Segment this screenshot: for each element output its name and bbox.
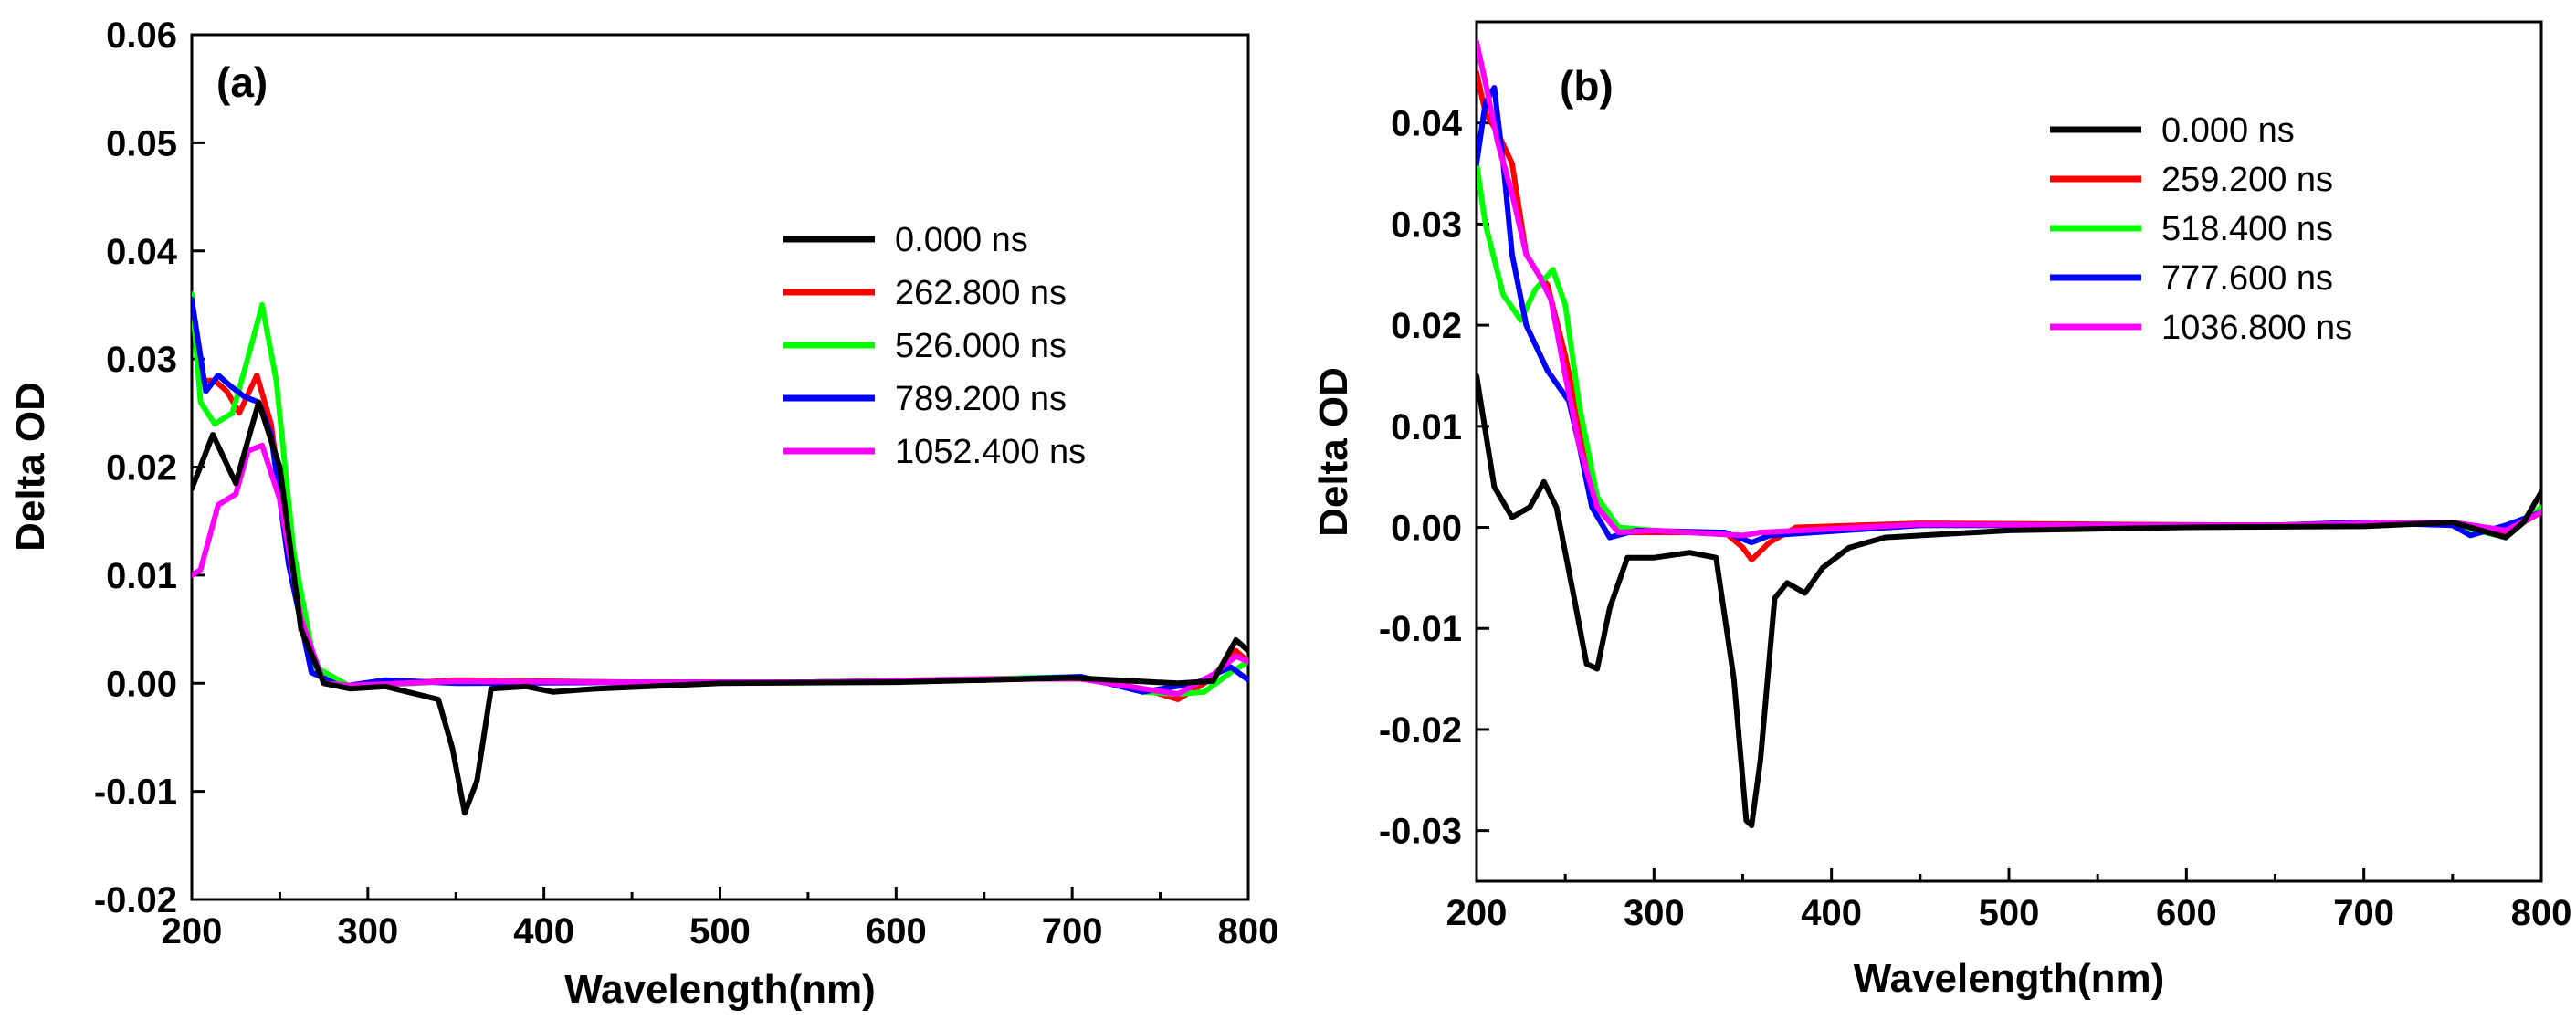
legend-label: 789.200 ns bbox=[895, 380, 1067, 418]
x-tick-label: 300 bbox=[1624, 893, 1685, 933]
y-tick-label: -0.02 bbox=[1379, 710, 1462, 751]
legend-label: 518.400 ns bbox=[2161, 210, 2333, 248]
y-tick-label: 0.00 bbox=[106, 664, 177, 704]
y-tick-label: 0.01 bbox=[106, 556, 177, 596]
panel-label: (a) bbox=[216, 58, 268, 106]
series-line-1 bbox=[1477, 69, 2541, 562]
x-tick-label: 600 bbox=[2156, 893, 2217, 933]
y-tick-label: 0.05 bbox=[106, 123, 177, 163]
x-tick-label: 700 bbox=[1042, 911, 1103, 951]
y-tick-label: 0.02 bbox=[1391, 306, 1462, 346]
y-tick-label: 0.01 bbox=[1391, 407, 1462, 447]
x-tick-label: 300 bbox=[337, 911, 398, 951]
y-tick-label: 0.03 bbox=[1391, 205, 1462, 245]
x-tick-label: 400 bbox=[1801, 893, 1862, 933]
y-tick-label: 0.04 bbox=[1391, 104, 1463, 144]
x-tick-label: 800 bbox=[1218, 911, 1279, 951]
x-tick-label: 400 bbox=[513, 911, 574, 951]
x-tick-label: 700 bbox=[2333, 893, 2394, 933]
panel-label: (b) bbox=[1560, 62, 1614, 110]
series-line-0 bbox=[192, 399, 1248, 816]
x-tick-label: 200 bbox=[1446, 893, 1508, 933]
panel-b: 200 300 400 500 600 700 800 -0.03 -0.02 -0.01 0.00… bbox=[1311, 20, 2572, 1001]
legend-label: 526.000 ns bbox=[895, 327, 1067, 365]
legend-label: 262.800 ns bbox=[895, 274, 1067, 312]
plot-frame bbox=[1475, 20, 2543, 883]
legend-label: 1036.800 ns bbox=[2161, 309, 2352, 347]
legend-label: 259.200 ns bbox=[2161, 161, 2333, 199]
y-axis-title: Delta OD bbox=[1311, 367, 1356, 537]
y-axis-title: Delta OD bbox=[8, 382, 53, 552]
series-line-2 bbox=[192, 291, 1248, 698]
x-tick-label: 500 bbox=[1979, 893, 2040, 933]
x-axis-title: Wavelength(nm) bbox=[564, 967, 876, 1012]
y-tick-label: -0.03 bbox=[1379, 812, 1462, 852]
panel-a: 200 300 400 500 600 700 800 -0.02 -0.01 0.00 0.01 0… bbox=[8, 16, 1278, 1012]
legend-label: 1052.400 ns bbox=[895, 433, 1086, 471]
x-tick-label: 800 bbox=[2511, 893, 2572, 933]
legend-label: 777.600 ns bbox=[2161, 259, 2333, 298]
legend-label: 0.000 ns bbox=[895, 221, 1028, 259]
y-tick-label: -0.01 bbox=[94, 772, 177, 813]
y-tick-label: 0.02 bbox=[106, 448, 177, 489]
y-tick-label: 0.04 bbox=[106, 232, 178, 272]
series-line-2 bbox=[1477, 161, 2541, 541]
x-axis-title: Wavelength(nm) bbox=[1854, 956, 2165, 1001]
series-line-4 bbox=[192, 442, 1248, 698]
series-line-3 bbox=[1477, 85, 2541, 546]
y-tick-label: -0.01 bbox=[1379, 609, 1462, 649]
y-tick-label: -0.02 bbox=[94, 880, 177, 920]
legend-label: 0.000 ns bbox=[2161, 111, 2295, 150]
x-tick-label: 600 bbox=[866, 911, 927, 951]
y-tick-label: 0.06 bbox=[106, 16, 177, 56]
y-tick-label: 0.00 bbox=[1391, 509, 1462, 549]
plot-frame bbox=[190, 33, 1250, 901]
series-line-3 bbox=[192, 297, 1248, 695]
x-tick-label: 500 bbox=[689, 911, 751, 951]
series-line-1 bbox=[192, 301, 1248, 702]
x-tick-label: 200 bbox=[162, 911, 223, 951]
series-line-4 bbox=[1477, 39, 2541, 539]
y-tick-label: 0.03 bbox=[106, 340, 177, 380]
series-line-0 bbox=[1477, 373, 2541, 829]
